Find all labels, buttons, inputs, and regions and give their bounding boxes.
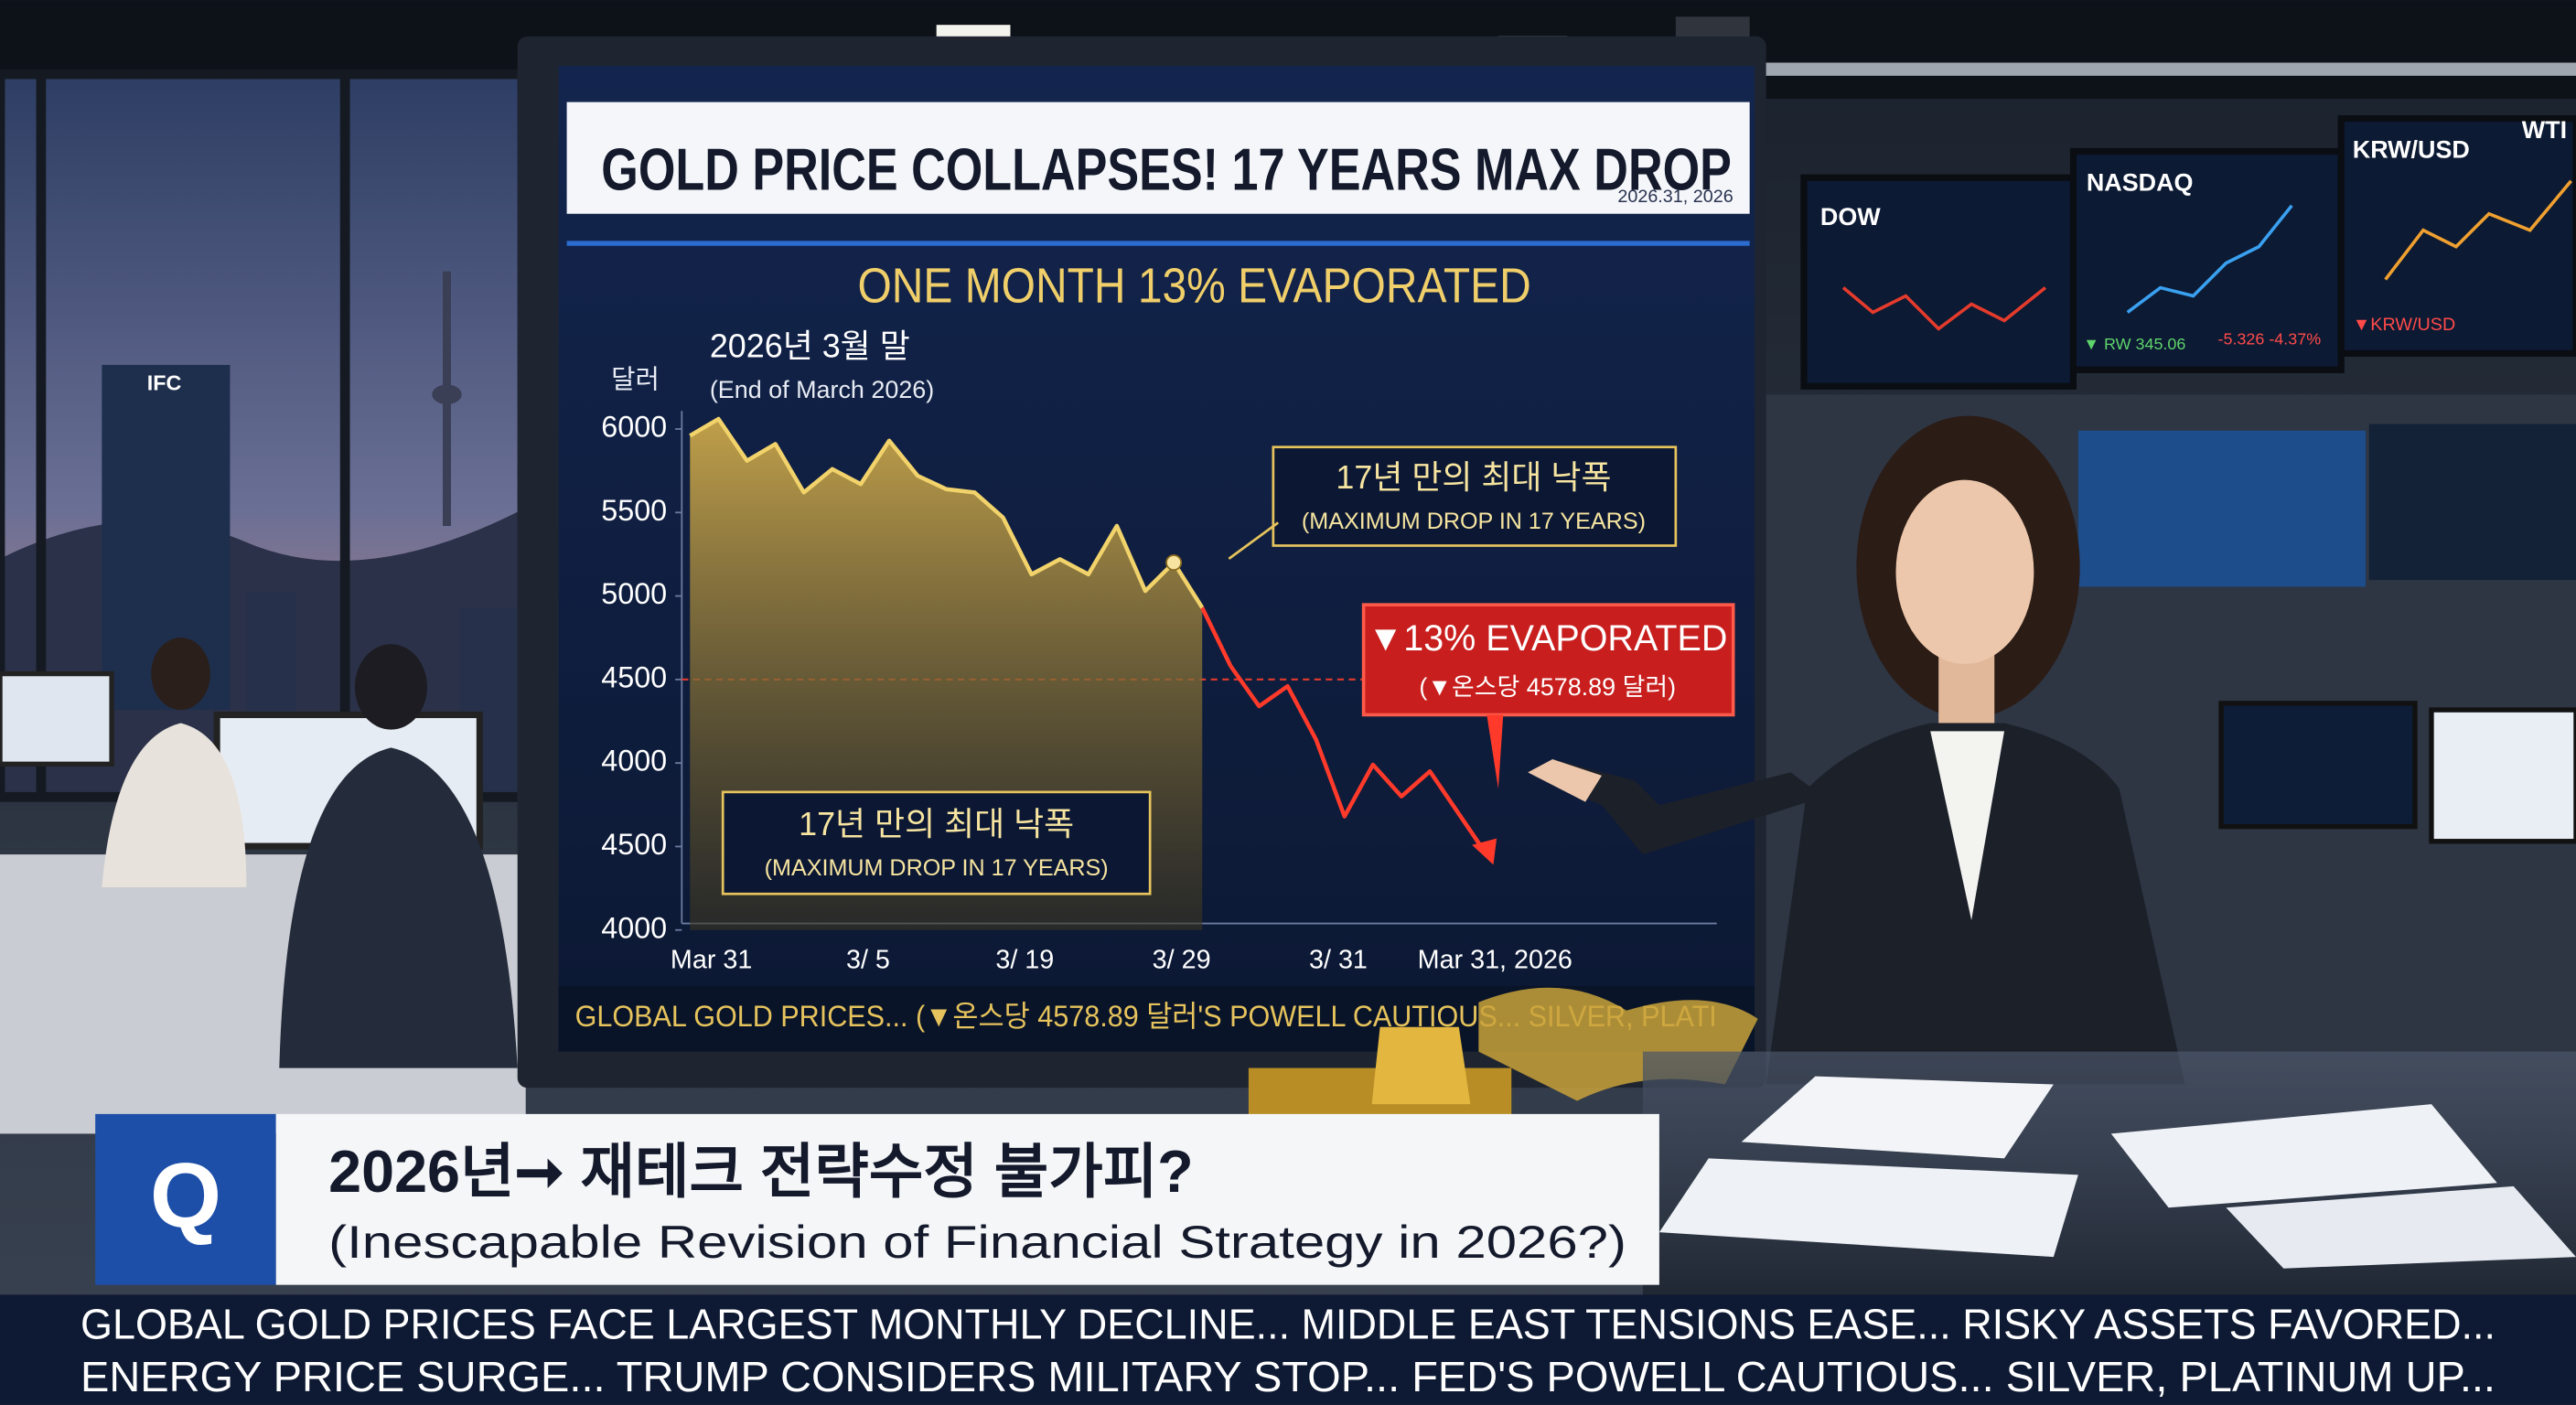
anchor-arm xyxy=(1528,758,1824,855)
highlight-point xyxy=(1165,554,1183,572)
callout-subtitle: (MAXIMUM DROP IN 17 YEARS) xyxy=(1302,509,1646,534)
date: 2026.31, 2026 xyxy=(1617,187,1733,207)
anchor-hand xyxy=(1528,758,1603,802)
papers xyxy=(2226,1185,2576,1269)
x-tick-label: Mar 31 xyxy=(671,945,752,974)
anchor-blouse xyxy=(1930,731,2005,920)
line xyxy=(1229,664,1489,856)
callout-box xyxy=(1272,445,1678,547)
x-tick-label: 3/ 31 xyxy=(1309,945,1368,974)
y-tick-label: 5000 xyxy=(601,577,667,610)
alert-subtitle: (▼온스당 4578.89 달러) xyxy=(1419,673,1676,701)
stock-monitor xyxy=(2337,114,2576,357)
anchor-jacket xyxy=(1766,723,2185,1085)
worker xyxy=(279,747,518,1068)
headline-band xyxy=(566,102,1750,214)
y-axis-label: 달러 xyxy=(611,365,660,394)
monitor-value: ▼ RW 345.06 xyxy=(2083,335,2185,353)
crawl-line: ENERGY PRICE SURGE... TRUMP CONSIDERS MI… xyxy=(80,1353,2496,1400)
line-connector xyxy=(1200,606,1233,668)
map-monitor xyxy=(2077,430,2367,587)
monitor-label: KRW/USD xyxy=(2353,136,2470,164)
tower-pod xyxy=(432,384,462,405)
building-label: IFC xyxy=(147,371,182,395)
desk-monitor xyxy=(2218,701,2418,830)
lower-third-box xyxy=(275,1113,1659,1285)
callout-box xyxy=(721,790,1152,896)
chart-note-subtitle: (End of March 2026) xyxy=(710,376,934,403)
desk-monitor xyxy=(2429,707,2576,844)
papers xyxy=(1741,1076,2054,1159)
y-tick-label: 4000 xyxy=(601,911,667,944)
monitor-label: DOW xyxy=(1820,203,1881,231)
x-tick-label: Mar 31, 2026 xyxy=(1418,945,1572,974)
data-monitor xyxy=(2368,424,2576,581)
headline: GOLD PRICE COLLAPSES! 17 YEARS MAX DROP xyxy=(601,136,1732,203)
badge-box xyxy=(95,1113,276,1285)
x-tick-label: 3/ 29 xyxy=(1153,945,1211,974)
monitor-label: NASDAQ xyxy=(2087,168,2194,196)
line xyxy=(689,416,1205,609)
callout-title: 17년 만의 최대 낙폭 xyxy=(799,805,1074,842)
callout-subtitle: (MAXIMUM DROP IN 17 YEARS) xyxy=(765,855,1109,881)
stock-monitor xyxy=(1800,174,2077,390)
lower-third-subtitle: (Inescapable Revision of Financial Strat… xyxy=(328,1216,1626,1268)
monitor-value: ▼KRW/USD xyxy=(2353,315,2455,335)
papers xyxy=(2110,1104,2497,1208)
alert-title: ▼13% EVAPORATED xyxy=(1368,618,1727,659)
alert-pointer xyxy=(1487,714,1504,789)
arrow-head xyxy=(1472,838,1497,865)
monitor-line xyxy=(2384,179,2572,281)
chart-note-title: 2026년 3월 말 xyxy=(710,327,910,364)
x-tick-label: 3/ 19 xyxy=(995,945,1054,974)
y-tick-label: 4500 xyxy=(601,660,667,693)
monitor-line xyxy=(2126,204,2293,314)
crawl-line: GLOBAL GOLD PRICES FACE LARGEST MONTHLY … xyxy=(80,1301,2496,1348)
badge: Q xyxy=(150,1144,221,1247)
alert-box xyxy=(1361,603,1735,717)
anchor-face xyxy=(1895,479,2034,664)
callout-title: 17년 만의 최대 낙폭 xyxy=(1336,458,1611,496)
callout-pointer xyxy=(1228,521,1280,560)
stock-monitor xyxy=(2069,147,2345,373)
lower-third-title: 2026년➞ 재테크 전략수정 불가피? xyxy=(328,1138,1193,1205)
papers xyxy=(1658,1158,2078,1258)
subheadline: ONE MONTH 13% EVAPORATED xyxy=(857,259,1530,314)
worker xyxy=(354,644,427,730)
worker xyxy=(102,723,247,888)
gold-bar xyxy=(1371,1026,1471,1105)
monitor-value: -5.326 -4.37% xyxy=(2217,330,2321,349)
y-tick-label: 6000 xyxy=(601,411,667,444)
y-tick-label: 5500 xyxy=(601,494,667,527)
y-tick-label: 4000 xyxy=(601,745,667,778)
office-monitor xyxy=(0,670,114,767)
x-tick-label: 3/ 5 xyxy=(846,945,890,974)
y-tick-label: 4500 xyxy=(601,828,667,861)
crawl-band xyxy=(0,1294,2576,1405)
monitor-label: WTI xyxy=(2522,116,2567,144)
worker xyxy=(151,638,210,711)
monitor-line xyxy=(1841,286,2047,331)
